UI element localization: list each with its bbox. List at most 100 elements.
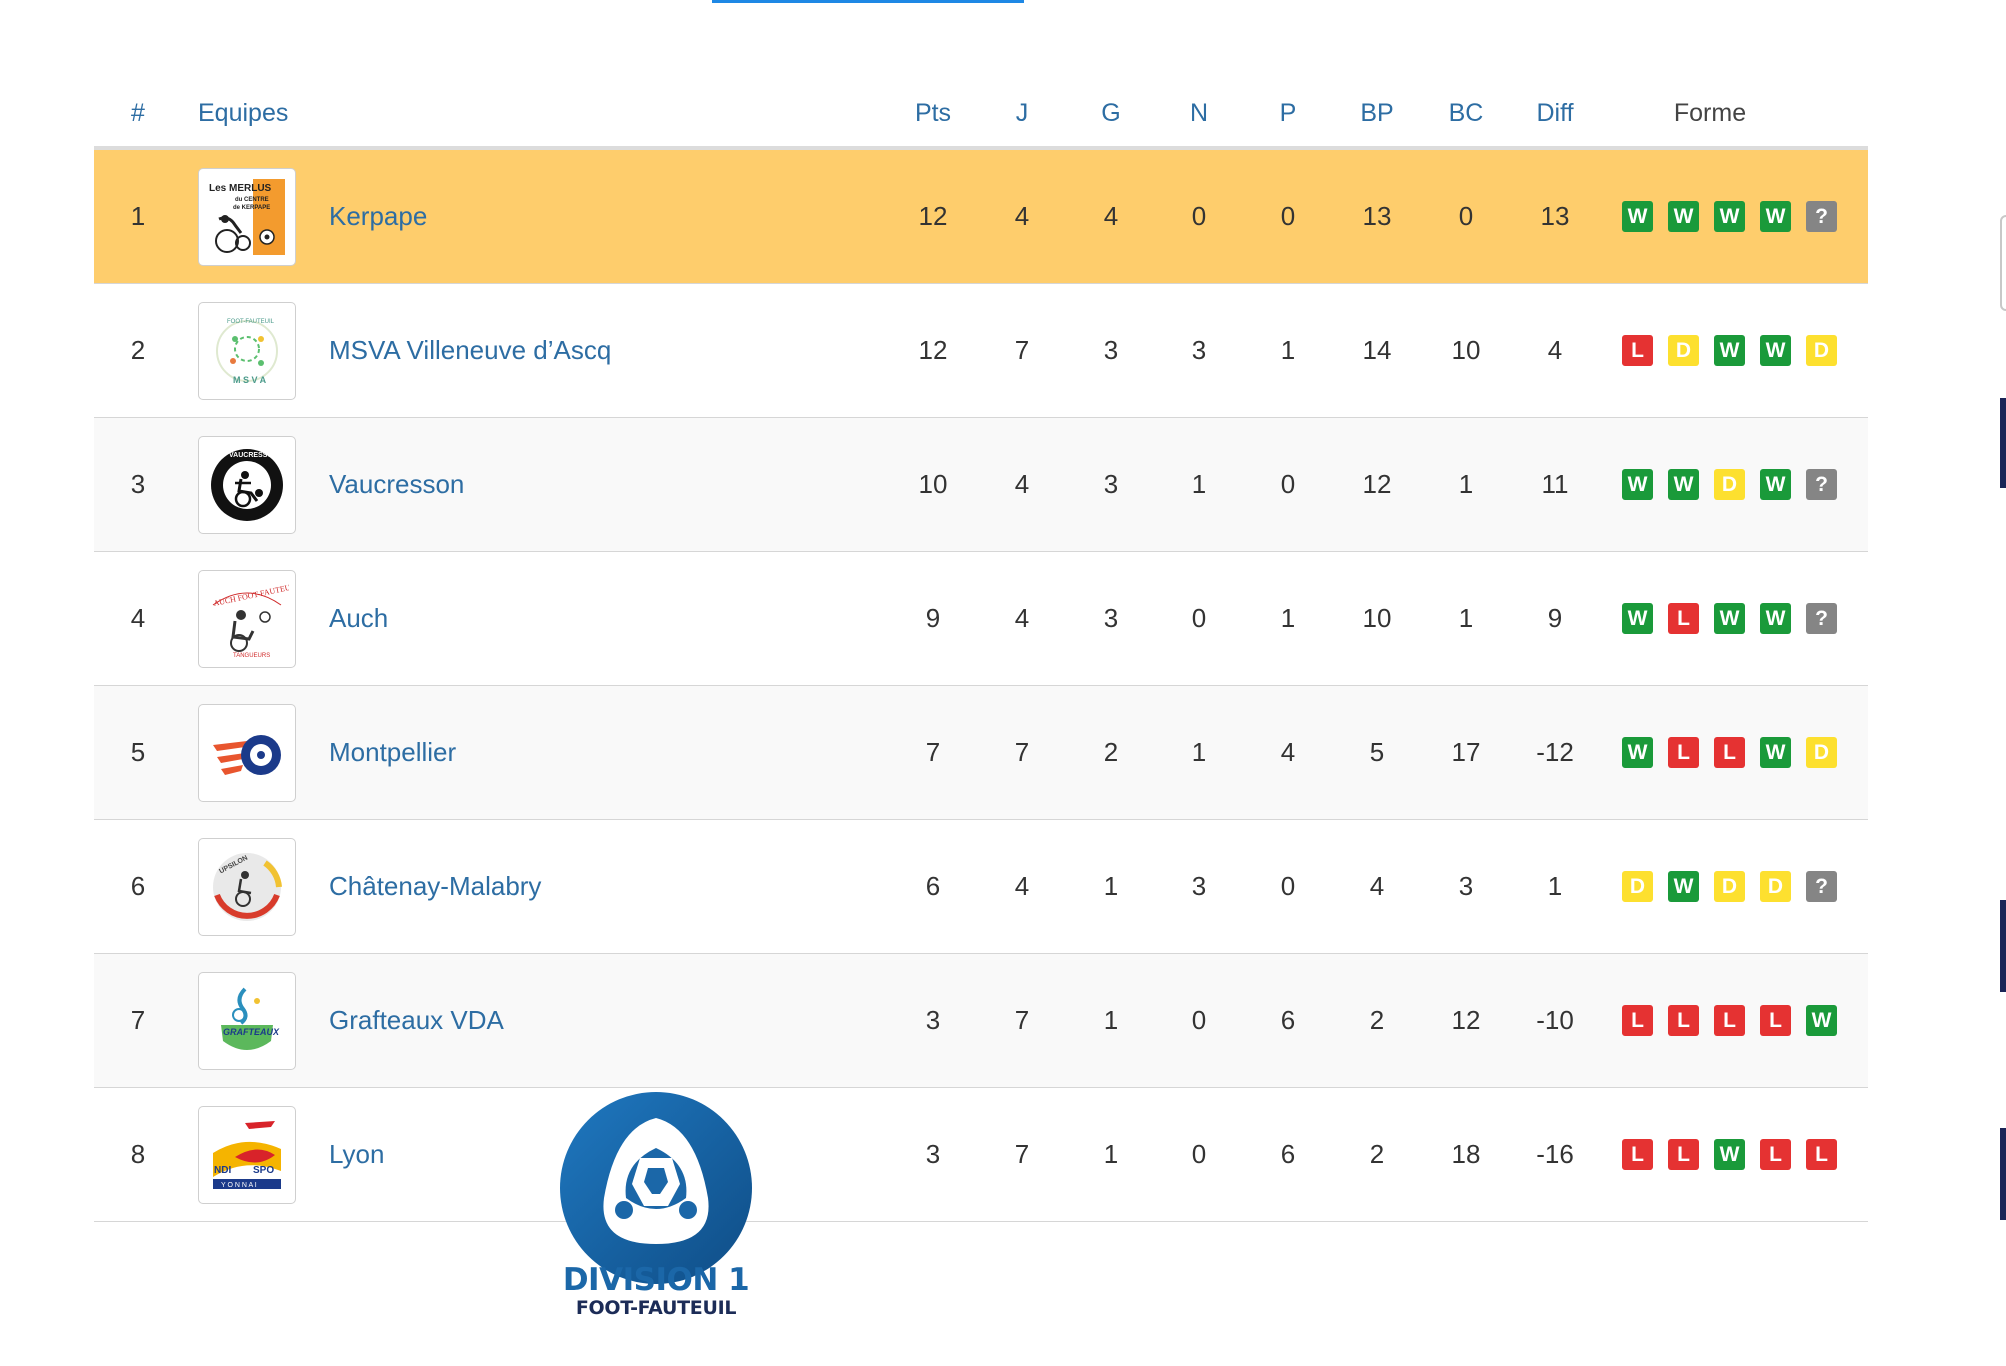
header-team[interactable]: Equipes	[198, 98, 289, 127]
header-rank: #	[131, 98, 145, 127]
team-goals-for: 12	[1362, 469, 1392, 499]
table-row[interactable]: 6 UPSILON Châtenay-Malabry 6 4 1	[94, 820, 1868, 954]
form-badge[interactable]: L	[1622, 1005, 1653, 1036]
team-drawn: 0	[1191, 603, 1207, 633]
team-logo[interactable]: Les MERLUS du CENTRE de KERPAPE	[198, 167, 296, 266]
form-badge[interactable]: D	[1760, 871, 1791, 902]
form-badge[interactable]: L	[1622, 1139, 1653, 1170]
form-badge[interactable]: W	[1760, 201, 1791, 232]
team-name[interactable]: Auch	[329, 603, 389, 633]
header-lost[interactable]: P	[1279, 98, 1297, 127]
form-badge[interactable]: W	[1760, 335, 1791, 366]
form-badge[interactable]: D	[1806, 737, 1837, 768]
division-subtitle: FOOT-FAUTEUIL	[575, 1297, 737, 1319]
header-played[interactable]: J	[1015, 98, 1029, 127]
team-lost: 1	[1280, 335, 1296, 365]
table-row[interactable]: 7 GRAFTEAUX Grafteaux VDA 3 7 1 0 6 2	[94, 954, 1868, 1088]
table-row[interactable]: 3 VAUCRESSON Vaucresson 10	[94, 418, 1868, 552]
team-logo[interactable]: UPSILON	[198, 837, 296, 936]
team-logo[interactable]: GRAFTEAUX	[198, 971, 296, 1070]
team-drawn: 1	[1191, 469, 1207, 499]
form-badge[interactable]: L	[1806, 1139, 1837, 1170]
form-badge[interactable]: ?	[1806, 871, 1837, 902]
team-played: 7	[1014, 335, 1030, 365]
form-badge[interactable]: L	[1668, 737, 1699, 768]
team-name[interactable]: Kerpape	[329, 201, 428, 231]
team-rank: 2	[130, 335, 146, 365]
team-pts: 7	[925, 737, 941, 767]
team-name[interactable]: Châtenay-Malabry	[329, 871, 542, 901]
form-badge[interactable]: D	[1668, 335, 1699, 366]
team-logo[interactable]: VAUCRESSON	[198, 435, 296, 534]
form-badge[interactable]: D	[1714, 871, 1745, 902]
team-goals-for: 13	[1362, 201, 1392, 231]
header-drawn[interactable]: N	[1189, 98, 1209, 127]
svg-text:NDI: NDI	[214, 1165, 231, 1176]
team-logo[interactable]	[198, 703, 296, 802]
team-name[interactable]: Lyon	[329, 1139, 385, 1169]
header-won[interactable]: G	[1101, 98, 1121, 127]
form-badge[interactable]: W	[1714, 201, 1745, 232]
form-badge[interactable]: W	[1668, 201, 1699, 232]
form-badge[interactable]: W	[1714, 603, 1745, 634]
table-row[interactable]: 5 Montpellier 7 7 2 1 4 5	[94, 686, 1868, 820]
vaucresson-logo-icon: VAUCRESSON	[211, 448, 283, 521]
form-badge[interactable]: L	[1714, 1005, 1745, 1036]
form-badge[interactable]: D	[1714, 469, 1745, 500]
team-pts: 6	[925, 871, 941, 901]
table-row[interactable]: 1 Les MERLUS du CENTRE de KERPAPE	[94, 150, 1868, 284]
form-badge[interactable]: D	[1622, 871, 1653, 902]
form-badge[interactable]: W	[1714, 335, 1745, 366]
team-logo[interactable]: AUCH FOOT-FAUTEUIL TANGUEURS	[198, 569, 296, 668]
header-goal-diff[interactable]: Diff	[1536, 98, 1574, 127]
form-list: W L W W ?	[1622, 603, 1837, 634]
header-goals-for[interactable]: BP	[1360, 98, 1394, 127]
team-name[interactable]: MSVA Villeneuve d’Ascq	[329, 335, 612, 365]
team-logo[interactable]: M S V A FOOT-FAUTEUIL	[198, 301, 296, 400]
form-badge[interactable]: W	[1622, 603, 1653, 634]
team-name[interactable]: Montpellier	[329, 737, 457, 767]
form-badge[interactable]: W	[1622, 737, 1653, 768]
header-goals-against[interactable]: BC	[1448, 98, 1484, 127]
form-badge[interactable]: W	[1760, 737, 1791, 768]
form-badge[interactable]: L	[1760, 1005, 1791, 1036]
form-badge[interactable]: ?	[1806, 603, 1837, 634]
team-goals-against: 17	[1451, 737, 1481, 767]
team-played: 4	[1014, 201, 1030, 231]
form-badge[interactable]: L	[1668, 1005, 1699, 1036]
form-badge[interactable]: D	[1806, 335, 1837, 366]
form-badge[interactable]: W	[1622, 201, 1653, 232]
team-goals-for: 2	[1369, 1139, 1385, 1169]
form-badge[interactable]: W	[1714, 1139, 1745, 1170]
team-rank: 8	[130, 1139, 146, 1169]
table-row[interactable]: 4 AUCH FOOT-FAUTEUIL TANGUEURS Auch 9 4	[94, 552, 1868, 686]
form-badge[interactable]: W	[1760, 469, 1791, 500]
form-badge[interactable]: W	[1806, 1005, 1837, 1036]
form-badge[interactable]: L	[1668, 603, 1699, 634]
form-badge[interactable]: W	[1668, 469, 1699, 500]
svg-text:Y O N N A I: Y O N N A I	[221, 1182, 257, 1189]
team-pts: 12	[918, 201, 948, 231]
form-badge[interactable]: L	[1760, 1139, 1791, 1170]
form-badge[interactable]: W	[1760, 603, 1791, 634]
form-badge[interactable]: ?	[1806, 469, 1837, 500]
table-header: # Equipes Pts J G N P BP BC Diff Forme	[94, 80, 1868, 150]
svg-text:GRAFTEAUX: GRAFTEAUX	[223, 1027, 280, 1037]
form-badge[interactable]: ?	[1806, 201, 1837, 232]
team-name[interactable]: Vaucresson	[329, 469, 465, 499]
team-name[interactable]: Grafteaux VDA	[329, 1005, 504, 1035]
table-row[interactable]: 2 M S V A FOOT-FAUTEUIL MSVA Villeneuv	[94, 284, 1868, 418]
form-badge[interactable]: L	[1622, 335, 1653, 366]
division-1-logo-icon	[560, 1092, 752, 1284]
table-row[interactable]: 8 NDI SPO Y O N N A I Lyon 3	[94, 1088, 1868, 1222]
team-won: 1	[1103, 1139, 1119, 1169]
svg-text:de KERPAPE: de KERPAPE	[233, 205, 270, 211]
form-badge[interactable]: L	[1714, 737, 1745, 768]
team-won: 2	[1103, 737, 1119, 767]
form-badge[interactable]: W	[1668, 871, 1699, 902]
header-pts[interactable]: Pts	[914, 98, 952, 127]
team-played: 4	[1014, 871, 1030, 901]
form-badge[interactable]: W	[1622, 469, 1653, 500]
form-badge[interactable]: L	[1668, 1139, 1699, 1170]
team-logo[interactable]: NDI SPO Y O N N A I	[198, 1105, 296, 1204]
